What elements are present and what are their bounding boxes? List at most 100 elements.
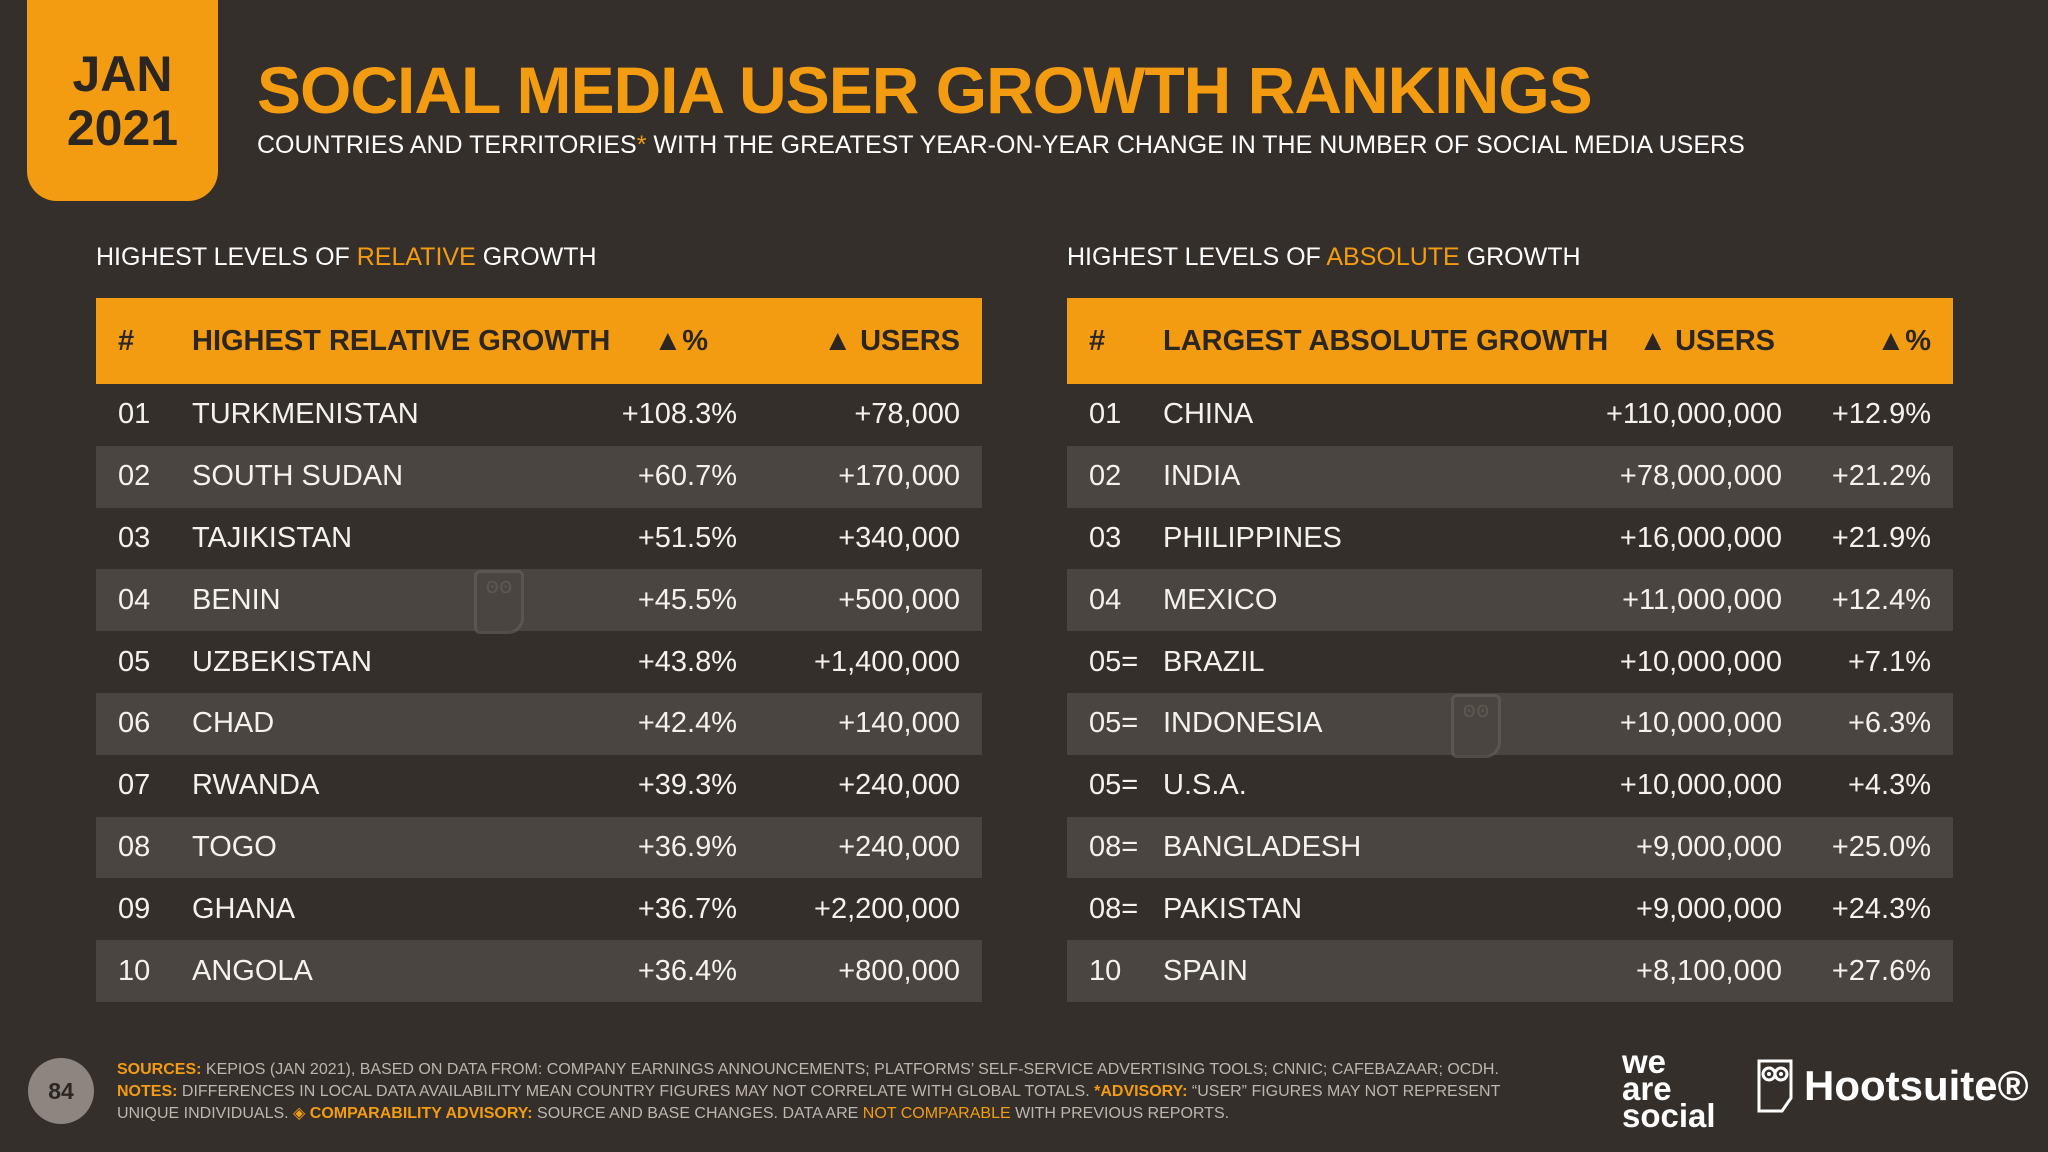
page-subtitle: COUNTRIES AND TERRITORIES* WITH THE GREA… [257,131,1745,160]
subtitle-star: * [636,131,647,159]
row-country: PAKISTAN [1163,892,1303,925]
row-rank: 06 [118,707,151,740]
row-country: SPAIN [1163,954,1248,987]
label-highlight: RELATIVE [356,243,476,271]
row-users: +240,000 [838,769,960,802]
table-header: # HIGHEST RELATIVE GROWTH ▲% ▲ USERS [96,298,982,384]
absolute-section-label: HIGHEST LEVELS OF ABSOLUTE GROWTH [1067,243,1581,272]
row-country: GHANA [192,892,296,925]
badge-year: 2021 [66,99,179,156]
relative-section-label: HIGHEST LEVELS OF RELATIVE GROWTH [96,243,597,272]
row-percent: +7.1% [1847,645,1931,678]
row-users: +78,000 [854,398,960,431]
row-rank: 08= [1089,830,1139,863]
row-country: TOGO [192,830,277,863]
row-users: +16,000,000 [1619,521,1782,554]
row-country: CHINA [1163,398,1254,431]
hootsuite-wordmark: Hootsuite® [1804,1062,2029,1109]
logo-line: are [1622,1070,1672,1107]
sources-text: KEPIOS (JAN 2021), BASED ON DATA FROM: C… [201,1061,1499,1078]
date-badge: JAN 2021 [27,0,218,201]
label-post: GROWTH [475,243,597,271]
row-users: +10,000,000 [1619,769,1782,802]
row-country: SOUTH SUDAN [192,460,404,493]
row-rank: 02 [1089,460,1122,493]
row-percent: +27.6% [1831,954,1931,987]
row-rank: 01 [118,398,151,431]
header-users: ▲ USERS [823,324,960,357]
label-pre: HIGHEST LEVELS OF [1067,243,1327,271]
row-users: +2,200,000 [814,892,960,925]
row-rank: 05= [1089,769,1139,802]
row-percent: +4.3% [1847,769,1931,802]
row-country: INDIA [1163,460,1241,493]
header-percent: ▲% [653,324,709,357]
row-rank: 04 [1089,583,1122,616]
row-percent: +12.4% [1831,583,1931,616]
table-row: 05= U.S.A. +10,000,000 +4.3% [1067,755,1953,817]
advisory-label: *ADVISORY: [1089,1083,1188,1100]
row-rank: 10 [118,954,151,987]
we-are-social-logo: we are social [1622,1045,1716,1134]
row-country: RWANDA [192,769,320,802]
table-row: 10 ANGOLA +36.4% +800,000 [96,940,982,1002]
row-rank: 09 [118,892,151,925]
row-percent: +36.9% [637,830,737,863]
row-rank: 05 [118,645,151,678]
row-users: +1,400,000 [814,645,960,678]
row-country: TAJIKISTAN [192,521,353,554]
header-percent: ▲% [1876,324,1932,357]
hootsuite-logo: Hootsuite® [1756,1058,2029,1114]
owl-watermark-icon: ꙩꙩ [474,570,524,635]
row-rank: 10 [1089,954,1122,987]
label-post: GROWTH [1459,243,1581,271]
row-users: +9,000,000 [1636,892,1782,925]
header-users: ▲ USERS [1638,324,1775,357]
badge-month: JAN [72,45,173,102]
table-row: 06 CHAD +42.4% +140,000 [96,692,982,755]
row-rank: 07 [118,769,151,802]
row-country: UZBEKISTAN [192,645,372,678]
footer-notes: SOURCES: KEPIOS (JAN 2021), BASED ON DAT… [117,1059,1557,1125]
subtitle-pre: COUNTRIES AND TERRITORIES [257,131,637,159]
row-percent: +21.9% [1831,521,1931,554]
row-users: +110,000,000 [1605,398,1782,431]
label-highlight: ABSOLUTE [1326,243,1460,271]
table-row: 01 CHINA +110,000,000 +12.9% [1067,384,1953,446]
row-percent: +25.0% [1831,830,1931,863]
row-percent: +108.3% [621,398,737,431]
comparability-text: SOURCE AND BASE CHANGES. DATA ARE [532,1105,863,1122]
table-row: 08= PAKISTAN +9,000,000 +24.3% [1067,878,1953,940]
logo-line: social [1622,1097,1716,1134]
row-users: +140,000 [838,707,960,740]
row-country: BENIN [192,583,281,616]
row-rank: 03 [118,521,151,554]
row-country: CHAD [192,707,275,740]
owl-watermark-icon: ꙩꙩ [1451,693,1501,758]
row-percent: +36.4% [637,954,737,987]
row-percent: +12.9% [1831,398,1931,431]
row-rank: 02 [118,460,151,493]
row-users: +240,000 [838,830,960,863]
table-body: 01 TURKMENISTAN +108.3% +78,000 02 SOUTH SUD… [96,384,982,1002]
comparability-label: ◈ COMPARABILITY ADVISORY: [288,1105,533,1122]
table-row: 05= INDONESIA ꙩꙩ +10,000,000 +6.3% [1067,692,1953,758]
row-percent: +24.3% [1831,892,1931,925]
table-row: 03 PHILIPPINES +16,000,000 +21.9% [1067,508,1953,570]
header-rank: # [1089,324,1106,357]
advisory-text: “USER” FIGURES MAY NOT REPRESENT UNIQUE … [117,1083,1501,1122]
table-row: 07 RWANDA +39.3% +240,000 [96,755,982,817]
not-comparable-text: NOT COMPARABLE [862,1105,1011,1122]
row-country: ANGOLA [192,954,313,987]
row-percent: +6.3% [1847,707,1931,740]
table-row: 03 TAJIKISTAN +51.5% +340,000 [96,508,982,570]
label-pre: HIGHEST LEVELS OF [96,243,357,271]
notes-text: DIFFERENCES IN LOCAL DATA AVAILABILITY M… [177,1083,1090,1100]
table-body: 01 CHINA +110,000,000 +12.9% 02 INDIA +78,000… [1067,384,1953,1002]
sources-label: SOURCES: [117,1061,202,1078]
row-rank: 03 [1089,521,1122,554]
row-users: +340,000 [838,521,960,554]
owl-icon [1757,1059,1793,1113]
row-percent: +39.3% [637,769,737,802]
row-users: +10,000,000 [1619,707,1782,740]
